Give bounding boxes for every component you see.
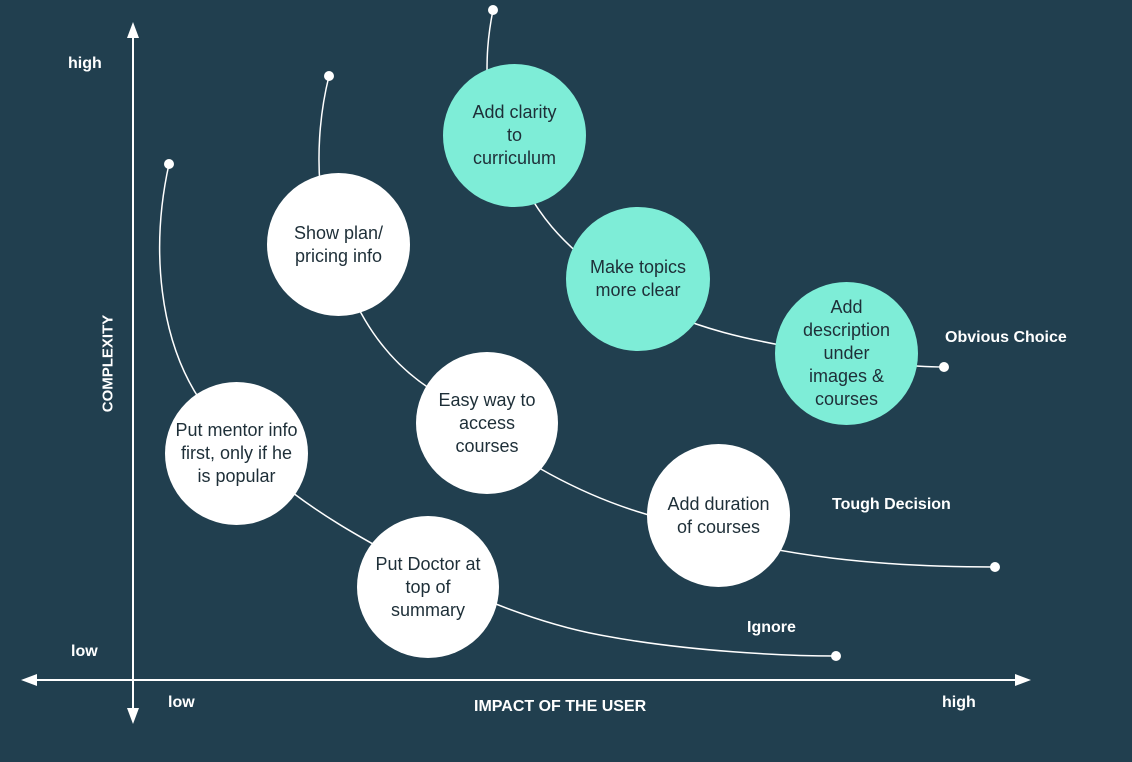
x-axis-title: IMPACT OF THE USER [474, 698, 647, 715]
curve-label-tough-decision: Tough Decision [832, 496, 951, 513]
item-text: Add duration of courses [667, 493, 770, 537]
item-easy-way-to-access-courses: Easy way to access courses [416, 352, 558, 494]
item-add-duration-of-courses: Add duration of courses [647, 444, 790, 587]
item-text: Easy way to access courses [438, 389, 536, 456]
curve-tough-decision-start-dot [324, 71, 334, 81]
item-put-doctor-at-top: Put Doctor at top of summary [357, 516, 499, 658]
item-add-description-under-images: Add description under images & courses [775, 282, 918, 425]
item-text: Add description under images & courses [802, 297, 891, 409]
y-axis-arrow-down-icon [127, 708, 139, 724]
item-text: Put Doctor at top of summary [375, 553, 481, 620]
curve-tough-decision-end-dot [990, 562, 1000, 572]
item-put-mentor-info-first: Put mentor info first, only if he is pop… [165, 382, 308, 525]
curve-obvious-choice-start-dot [488, 5, 498, 15]
item-text: Add clarity to curriculum [472, 102, 557, 168]
item-text: Put mentor info first, only if he is pop… [175, 420, 298, 486]
curve-ignore-end-dot [831, 651, 841, 661]
item-show-plan-pricing: Show plan/ pricing info [267, 173, 410, 316]
item-make-topics-more-clear: Make topics more clear [566, 207, 710, 351]
y-axis [127, 22, 139, 724]
curve-obvious-choice-end-dot [939, 362, 949, 372]
y-axis-low-label: low [71, 643, 98, 660]
curve-label-ignore: Ignore [747, 619, 796, 636]
y-axis-high-label: high [68, 55, 102, 72]
curve-label-obvious-choice: Obvious Choice [945, 329, 1067, 346]
y-axis-arrow-up-icon [127, 22, 139, 38]
item-text: Show plan/ pricing info [293, 222, 384, 266]
x-axis-high-label: high [942, 694, 976, 711]
x-axis-arrow-right-icon [1015, 674, 1031, 686]
x-axis [21, 674, 1031, 686]
x-axis-low-label: low [168, 694, 195, 711]
item-add-clarity-to-curriculum: Add clarity to curriculum [443, 64, 586, 207]
x-axis-arrow-left-icon [21, 674, 37, 686]
y-axis-title: COMPLEXITY [99, 314, 117, 413]
curve-ignore-start-dot [164, 159, 174, 169]
item-text: Make topics more clear [589, 257, 687, 300]
